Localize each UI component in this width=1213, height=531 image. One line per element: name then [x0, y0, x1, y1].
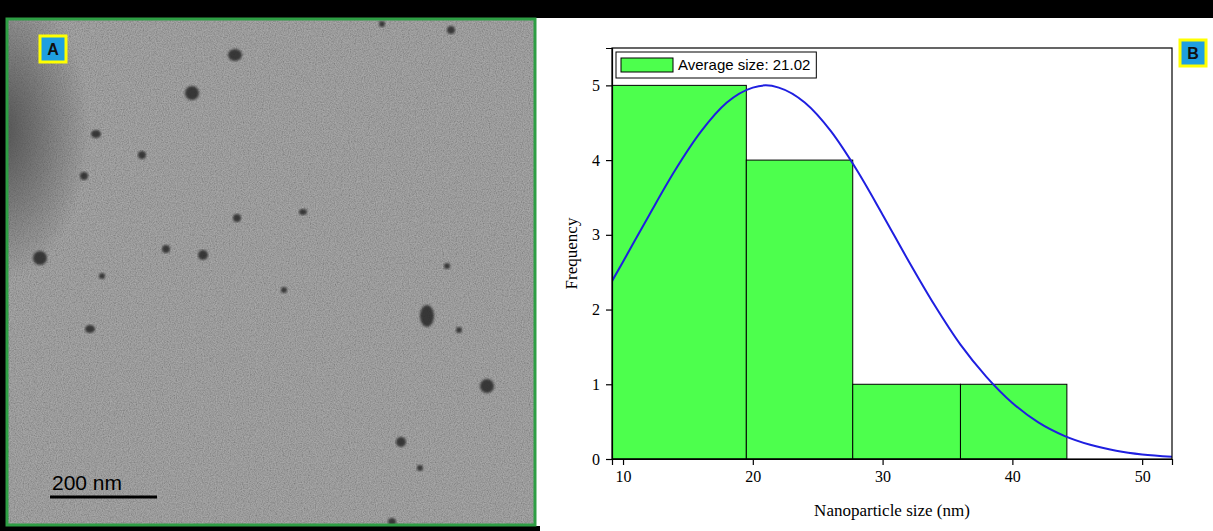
scale-bar	[50, 496, 157, 499]
y-tick-mark	[606, 309, 612, 310]
x-tick-label: 10	[616, 468, 632, 485]
y-tick-mark	[606, 384, 612, 385]
plot-marks	[612, 85, 1172, 459]
legend-label: Average size: 21.02	[678, 56, 810, 73]
x-axis-title: Nanoparticle size (nm)	[814, 501, 970, 520]
x-tick-label: 30	[875, 468, 891, 485]
y-axis-title: Frequency	[562, 217, 581, 289]
y-tick: 5	[592, 77, 612, 94]
panel-a-frame	[7, 19, 535, 525]
x-tick-label: 40	[1005, 468, 1021, 485]
particle	[299, 209, 307, 215]
particle	[80, 172, 88, 180]
panel-letter-box	[1180, 40, 1206, 66]
particle	[420, 305, 434, 327]
x-tick: 10	[616, 459, 632, 485]
panel-letter: B	[1187, 45, 1199, 62]
y-axis: 0 1 2 3 4 5	[592, 49, 613, 468]
particle	[379, 21, 385, 27]
particle	[185, 86, 199, 100]
histogram-bar	[612, 85, 746, 459]
particle	[281, 287, 287, 293]
left-border	[0, 0, 6, 531]
fit-curve	[612, 85, 1172, 456]
scale-bar-label: 200 nm	[52, 471, 122, 494]
particle	[447, 26, 455, 34]
particle	[396, 437, 406, 447]
y-tick-mark	[606, 459, 612, 460]
particle	[198, 250, 208, 260]
histogram-bar	[960, 384, 1066, 459]
particle	[444, 263, 450, 269]
y-tick-mark	[606, 160, 612, 161]
x-tick-mark	[623, 459, 624, 465]
x-tick-mark	[1142, 459, 1143, 465]
micrograph	[7, 19, 535, 525]
x-axis-line	[613, 460, 1173, 466]
x-tick-mark	[882, 459, 883, 465]
panel-letter-box	[40, 36, 66, 62]
panel-letter: A	[47, 41, 59, 58]
bottom-border	[0, 526, 540, 531]
legend-swatch	[621, 58, 673, 72]
x-tick: 30	[875, 459, 891, 485]
particle	[233, 214, 241, 222]
top-border	[0, 0, 1213, 18]
x-tick-label: 20	[745, 468, 761, 485]
dark-corner	[7, 19, 90, 280]
particle	[162, 245, 170, 253]
particle	[480, 379, 494, 393]
legend-box	[616, 52, 816, 78]
particle	[138, 151, 146, 159]
y-tick-label: 3	[592, 226, 600, 243]
x-tick-label: 50	[1135, 468, 1151, 485]
y-tick: 3	[592, 226, 612, 243]
histogram-bar	[853, 384, 961, 459]
y-tick-label: 0	[592, 451, 600, 468]
y-tick: 1	[592, 376, 612, 393]
x-tick: 20	[745, 459, 761, 485]
y-tick-mark	[606, 235, 612, 236]
y-axis-line	[606, 49, 613, 460]
particle	[33, 251, 47, 265]
x-tick: 40	[1005, 459, 1021, 485]
y-tick: 2	[592, 301, 612, 318]
y-tick-mark	[606, 85, 612, 86]
particle	[91, 130, 101, 138]
x-tick-mark	[1012, 459, 1013, 465]
figure: 200 nm A B 10 20 30 40 50 0 1 2 3 4 5 Nanoparticle siz…	[0, 0, 1213, 531]
x-axis: 10 20 30 40 50	[613, 459, 1173, 485]
y-tick-label: 4	[592, 152, 600, 169]
particle	[417, 465, 423, 471]
background	[0, 0, 1213, 531]
plot-frame	[612, 48, 1172, 459]
particle	[228, 49, 242, 61]
particle	[456, 327, 462, 333]
particle	[99, 273, 105, 279]
particle	[85, 325, 95, 333]
legend: Average size: 21.02	[616, 52, 816, 78]
y-tick-label: 5	[592, 77, 600, 94]
y-tick-label: 1	[592, 376, 600, 393]
x-tick-mark	[753, 459, 754, 465]
y-tick-label: 2	[592, 301, 600, 318]
y-tick: 0	[592, 451, 612, 468]
x-tick: 50	[1135, 459, 1151, 485]
histogram-bar	[746, 160, 852, 459]
y-tick: 4	[592, 152, 612, 169]
